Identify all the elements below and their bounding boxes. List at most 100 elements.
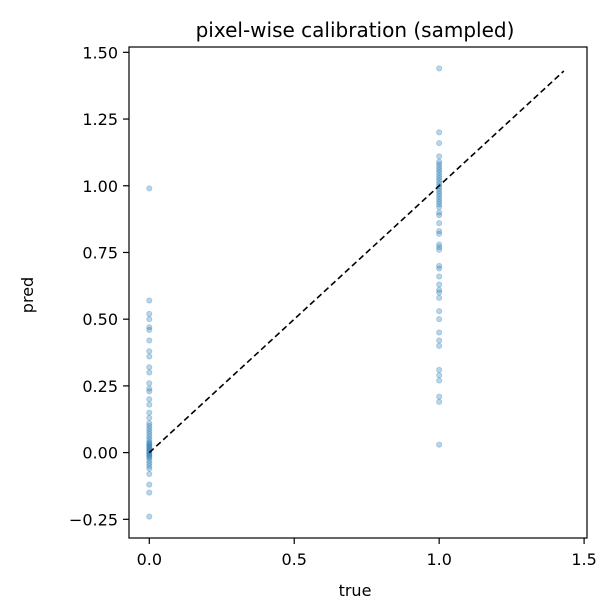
scatter-point xyxy=(146,297,153,304)
scatter-point xyxy=(146,396,153,403)
scatter-point xyxy=(146,445,153,452)
reference-line xyxy=(148,70,565,454)
scatter-point xyxy=(146,441,153,448)
scatter-point xyxy=(146,414,153,421)
scatter-point xyxy=(146,481,153,488)
scatter-point xyxy=(146,470,153,477)
scatter-point xyxy=(436,329,443,336)
x-tick-label: 1.0 xyxy=(426,550,451,569)
scatter-point xyxy=(436,342,443,349)
scatter-point xyxy=(436,289,443,296)
scatter-point xyxy=(146,428,153,435)
scatter-point xyxy=(436,228,443,235)
scatter-point xyxy=(436,198,443,205)
scatter-point xyxy=(436,212,443,219)
scatter-point xyxy=(146,462,153,469)
plot-frame xyxy=(128,46,588,539)
scatter-point xyxy=(146,430,153,437)
scatter-point xyxy=(436,166,443,173)
scatter-points xyxy=(146,65,443,520)
scatter-point xyxy=(146,388,153,395)
scatter-point xyxy=(436,265,443,272)
scatter-point xyxy=(436,262,443,269)
scatter-point xyxy=(436,281,443,288)
scatter-point xyxy=(436,209,443,216)
scatter-point xyxy=(436,244,443,251)
scatter-point xyxy=(146,369,153,376)
scatter-point xyxy=(146,353,153,360)
scatter-point xyxy=(146,409,153,416)
y-tick-label: −0.25 xyxy=(69,510,118,529)
scatter-point xyxy=(146,444,153,451)
scatter-point xyxy=(146,422,153,429)
scatter-point xyxy=(436,241,443,248)
scatter-point xyxy=(436,172,443,179)
scatter-point xyxy=(146,452,153,459)
scatter-point xyxy=(146,380,153,387)
scatter-point xyxy=(436,174,443,181)
scatter-point xyxy=(146,401,153,408)
scatter-point xyxy=(436,366,443,373)
scatter-point xyxy=(146,316,153,323)
scatter-point xyxy=(436,441,443,448)
scatter-point xyxy=(436,177,443,184)
scatter-point xyxy=(146,513,153,520)
x-axis-ticks: 0.0 0.5 1.0 1.5 xyxy=(137,538,597,569)
scatter-point xyxy=(146,348,153,355)
scatter-point xyxy=(146,489,153,496)
scatter-point xyxy=(146,420,153,427)
scatter-point xyxy=(146,310,153,317)
scatter-point xyxy=(436,308,443,315)
scatter-point xyxy=(436,220,443,227)
scatter-point xyxy=(436,193,443,200)
scatter-point xyxy=(146,438,153,445)
y-tick-label: 0.50 xyxy=(82,310,118,329)
scatter-point xyxy=(146,460,153,467)
y-axis-ticks: −0.25 0.00 0.25 0.50 0.75 1.00 1.25 1.50 xyxy=(69,43,129,529)
y-tick-label: 1.25 xyxy=(82,110,118,129)
scatter-point xyxy=(146,433,153,440)
scatter-point xyxy=(146,465,153,472)
scatter-point xyxy=(146,457,153,464)
scatter-point xyxy=(146,436,153,443)
scatter-point xyxy=(436,273,443,280)
scatter-point xyxy=(436,286,443,293)
scatter-point xyxy=(436,398,443,405)
x-axis-label: true xyxy=(339,581,372,600)
scatter-point xyxy=(146,337,153,344)
scatter-point xyxy=(436,196,443,203)
x-tick-label: 0.0 xyxy=(137,550,162,569)
scatter-point xyxy=(436,140,443,147)
y-tick-label: 0.00 xyxy=(82,444,118,463)
y-axis-label: pred xyxy=(18,277,37,313)
scatter-point xyxy=(436,129,443,136)
scatter-point xyxy=(146,185,153,192)
scatter-point xyxy=(146,364,153,371)
scatter-point xyxy=(436,204,443,211)
scatter-point xyxy=(436,372,443,379)
scatter-point xyxy=(436,316,443,323)
scatter-point xyxy=(436,393,443,400)
scatter-point xyxy=(146,385,153,392)
scatter-point xyxy=(436,153,443,160)
scatter-point xyxy=(146,454,153,461)
scatter-point xyxy=(146,442,153,449)
x-tick-label: 1.5 xyxy=(571,550,596,569)
scatter-point xyxy=(146,440,153,447)
scatter-point xyxy=(146,450,153,457)
x-tick-label: 0.5 xyxy=(282,550,307,569)
scatter-point xyxy=(436,230,443,237)
scatter-point xyxy=(436,246,443,253)
scatter-point xyxy=(436,294,443,301)
scatter-point xyxy=(436,190,443,197)
y-tick-label: 1.00 xyxy=(82,177,118,196)
scatter-point xyxy=(436,188,443,195)
scatter-point xyxy=(436,337,443,344)
scatter-point xyxy=(146,324,153,331)
chart-title: pixel-wise calibration (sampled) xyxy=(196,18,515,42)
scatter-point xyxy=(436,161,443,168)
y-tick-label: 0.75 xyxy=(82,243,118,262)
y-tick-label: 1.50 xyxy=(82,43,118,62)
scatter-point xyxy=(436,158,443,165)
